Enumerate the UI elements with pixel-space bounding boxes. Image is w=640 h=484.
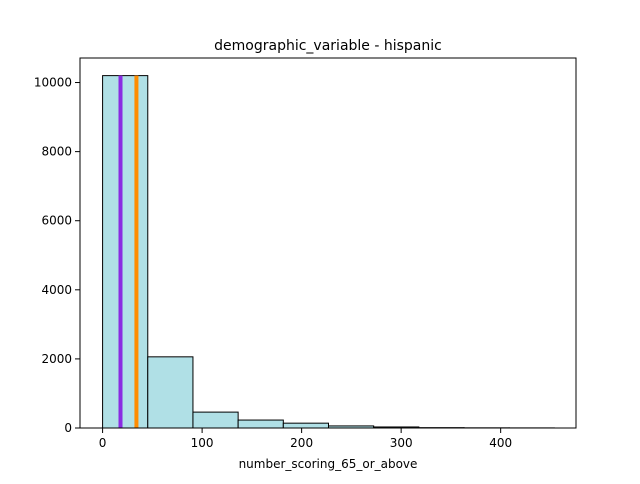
histogram-bar	[283, 423, 328, 428]
x-tick-label: 0	[99, 436, 107, 450]
y-tick-label: 2000	[41, 352, 72, 366]
histogram-bar	[148, 357, 193, 428]
histogram-bar	[193, 412, 238, 428]
y-tick-label: 6000	[41, 214, 72, 228]
y-tick-label: 10000	[34, 76, 72, 90]
x-tick-label: 100	[191, 436, 214, 450]
x-tick-label: 400	[489, 436, 512, 450]
histogram-bar	[238, 420, 283, 428]
histogram-bar	[103, 76, 148, 428]
y-tick-label: 4000	[41, 283, 72, 297]
chart-title: demographic_variable - hispanic	[214, 38, 442, 54]
x-tick-label: 300	[390, 436, 413, 450]
y-tick-label: 0	[64, 421, 72, 435]
x-axis-label: number_scoring_65_or_above	[239, 457, 418, 471]
y-tick-label: 8000	[41, 145, 72, 159]
x-tick-label: 200	[290, 436, 313, 450]
